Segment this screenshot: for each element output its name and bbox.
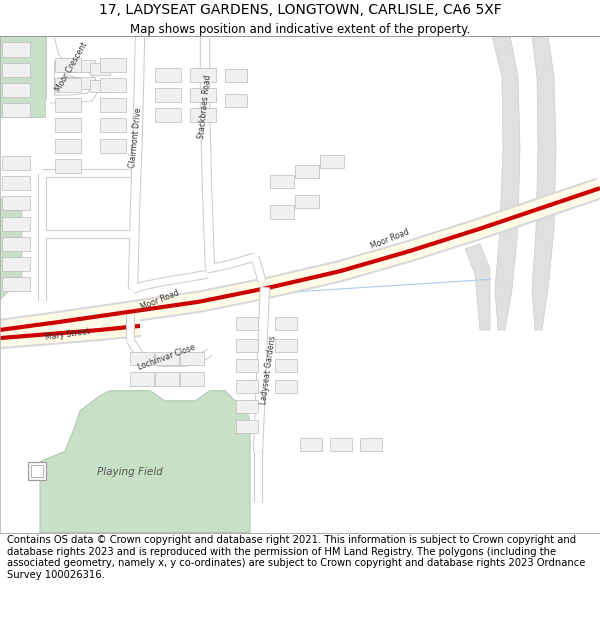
Bar — [295, 165, 319, 178]
Bar — [55, 118, 81, 132]
Bar — [236, 400, 258, 413]
Polygon shape — [40, 391, 250, 532]
Bar — [100, 58, 126, 72]
Polygon shape — [0, 36, 45, 118]
Text: Moor Crescent: Moor Crescent — [54, 41, 90, 92]
Text: Map shows position and indicative extent of the property.: Map shows position and indicative extent… — [130, 23, 470, 36]
Bar — [2, 278, 30, 291]
Bar — [275, 359, 297, 372]
Text: Contains OS data © Crown copyright and database right 2021. This information is : Contains OS data © Crown copyright and d… — [7, 535, 586, 580]
Polygon shape — [490, 36, 520, 330]
Text: Stackbraes Road: Stackbraes Road — [197, 74, 213, 139]
Bar — [90, 80, 110, 92]
Bar — [100, 78, 126, 92]
Bar — [236, 359, 258, 372]
Bar — [180, 372, 204, 386]
Text: 17, LADYSEAT GARDENS, LONGTOWN, CARLISLE, CA6 5XF: 17, LADYSEAT GARDENS, LONGTOWN, CARLISLE… — [98, 3, 502, 17]
Bar — [275, 317, 297, 330]
Text: Moor Road: Moor Road — [370, 227, 410, 251]
Bar — [2, 83, 30, 97]
Bar — [2, 257, 30, 271]
Bar — [295, 195, 319, 208]
Polygon shape — [465, 244, 490, 330]
Bar — [75, 77, 95, 89]
Bar — [75, 59, 95, 72]
Bar — [2, 62, 30, 77]
Bar — [28, 462, 46, 480]
Bar — [155, 68, 181, 82]
Bar — [155, 108, 181, 122]
Bar — [90, 62, 110, 75]
Bar — [100, 139, 126, 152]
Bar — [225, 94, 247, 107]
Bar — [236, 317, 258, 330]
Bar — [100, 98, 126, 112]
Polygon shape — [530, 36, 556, 330]
Bar — [55, 159, 81, 173]
Bar — [236, 339, 258, 352]
Bar — [190, 68, 216, 82]
Bar — [236, 420, 258, 433]
Bar — [320, 155, 344, 168]
Bar — [155, 372, 179, 386]
Bar — [236, 379, 258, 392]
Text: Clairmont Drive: Clairmont Drive — [128, 107, 143, 168]
Bar — [2, 103, 30, 118]
Bar — [330, 438, 352, 451]
Text: Mary Street: Mary Street — [45, 326, 91, 342]
Bar — [155, 352, 179, 366]
Bar — [180, 352, 204, 366]
Polygon shape — [0, 198, 22, 299]
Bar — [225, 69, 247, 82]
Bar — [2, 156, 30, 170]
Text: Lochinvar Close: Lochinvar Close — [137, 342, 197, 372]
Bar — [100, 118, 126, 132]
Text: Moor Road: Moor Road — [139, 288, 181, 311]
Bar — [31, 464, 43, 477]
Bar — [2, 216, 30, 231]
Text: Ladyseat Gardens: Ladyseat Gardens — [259, 336, 277, 406]
Bar — [2, 237, 30, 251]
Bar — [55, 78, 81, 92]
Bar — [300, 438, 322, 451]
Bar — [2, 42, 30, 56]
Bar — [2, 196, 30, 211]
Bar — [130, 372, 154, 386]
Bar — [270, 175, 294, 188]
Bar — [130, 352, 154, 366]
Bar — [58, 59, 78, 72]
Bar — [275, 339, 297, 352]
Bar — [55, 58, 81, 72]
Bar — [58, 77, 78, 89]
Text: Playing Field: Playing Field — [97, 467, 163, 477]
Bar — [2, 176, 30, 190]
Bar — [190, 88, 216, 102]
Bar — [155, 88, 181, 102]
Bar — [55, 139, 81, 152]
Bar — [190, 108, 216, 122]
Bar — [270, 206, 294, 219]
Bar — [275, 379, 297, 392]
Bar — [360, 438, 382, 451]
Bar — [55, 98, 81, 112]
